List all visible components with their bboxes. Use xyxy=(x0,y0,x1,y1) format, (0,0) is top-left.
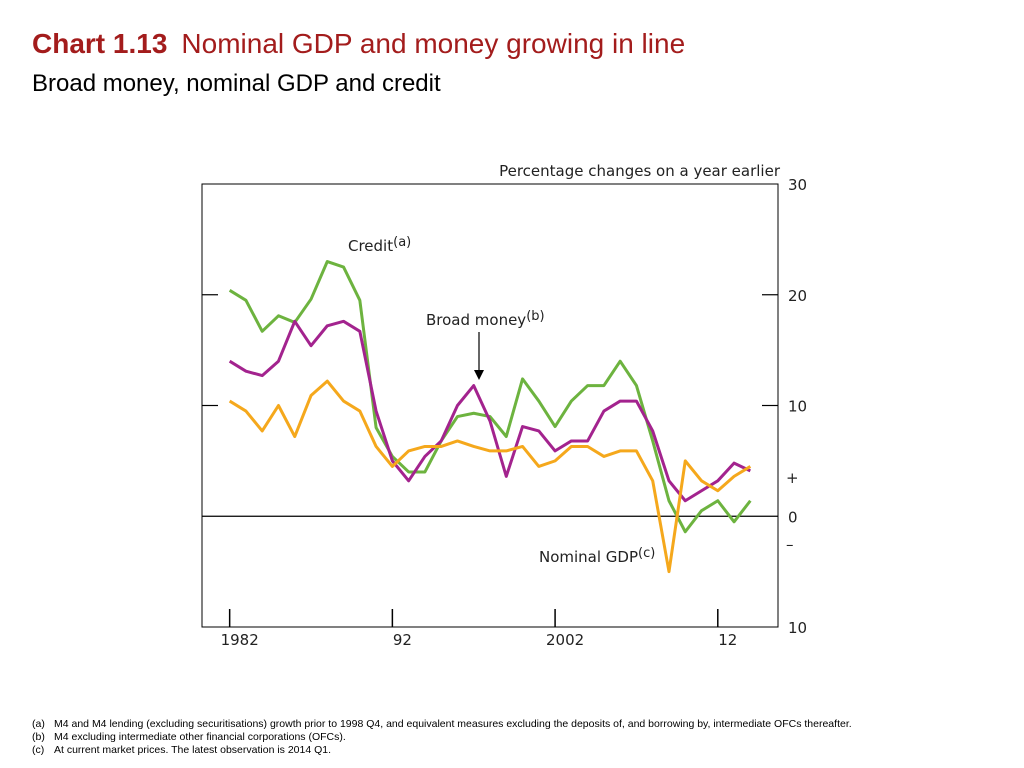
y-tick-label: 0 xyxy=(788,508,798,526)
y-axis-label: Percentage changes on a year earlier xyxy=(499,162,781,180)
series-note: (b) xyxy=(526,309,544,324)
chart-number: Chart 1.13 xyxy=(32,28,168,59)
footnote-text: M4 excluding intermediate other financia… xyxy=(54,731,346,743)
series-line xyxy=(228,319,751,503)
series-name: Credit xyxy=(348,237,393,255)
footnotes: (a) M4 and M4 lending (excluding securiti… xyxy=(32,718,852,757)
x-tick-label: 2002 xyxy=(546,631,584,649)
footnote: (a) M4 and M4 lending (excluding securiti… xyxy=(32,718,852,731)
footnote-key: (a) xyxy=(32,718,45,730)
x-tick-label: 92 xyxy=(393,631,412,649)
y-tick-label: 10 xyxy=(788,398,807,416)
x-tick-label: 1982 xyxy=(221,631,259,649)
series-annotation: Nominal GDP(c) xyxy=(539,546,655,566)
y-tick-label: 10 xyxy=(788,619,807,637)
chart-title: Nominal GDP and money growing in line xyxy=(181,28,686,59)
sign-label: + xyxy=(786,469,799,487)
footnote-text: At current market prices. The latest obs… xyxy=(54,744,332,756)
series-name: Broad money xyxy=(426,311,526,329)
series-note: (a) xyxy=(393,235,411,250)
sign-label: – xyxy=(786,535,794,553)
footnote-key: (c) xyxy=(32,744,45,756)
title: Chart 1.13 Nominal GDP and money growing … xyxy=(32,28,685,60)
series-note: (c) xyxy=(638,546,655,561)
y-tick-label: 20 xyxy=(788,287,807,305)
arrow-head xyxy=(474,370,484,380)
footnote-text: M4 and M4 lending (excluding securitisat… xyxy=(54,718,852,730)
series-line xyxy=(228,379,752,574)
series-line xyxy=(228,260,752,534)
footnote-key: (b) xyxy=(32,731,45,743)
series-annotation: Credit(a) xyxy=(348,235,411,255)
y-tick-label: 30 xyxy=(788,176,807,194)
plot-frame xyxy=(201,183,779,628)
series-annotation: Broad money(b) xyxy=(426,309,545,329)
subtitle: Broad money, nominal GDP and credit xyxy=(32,70,441,97)
x-tick-label: 12 xyxy=(718,631,737,649)
footnote: (b) M4 excluding intermediate other finan… xyxy=(32,731,852,744)
footnote: (c) At current market prices. The latest … xyxy=(32,744,852,757)
series-name: Nominal GDP xyxy=(539,548,638,566)
